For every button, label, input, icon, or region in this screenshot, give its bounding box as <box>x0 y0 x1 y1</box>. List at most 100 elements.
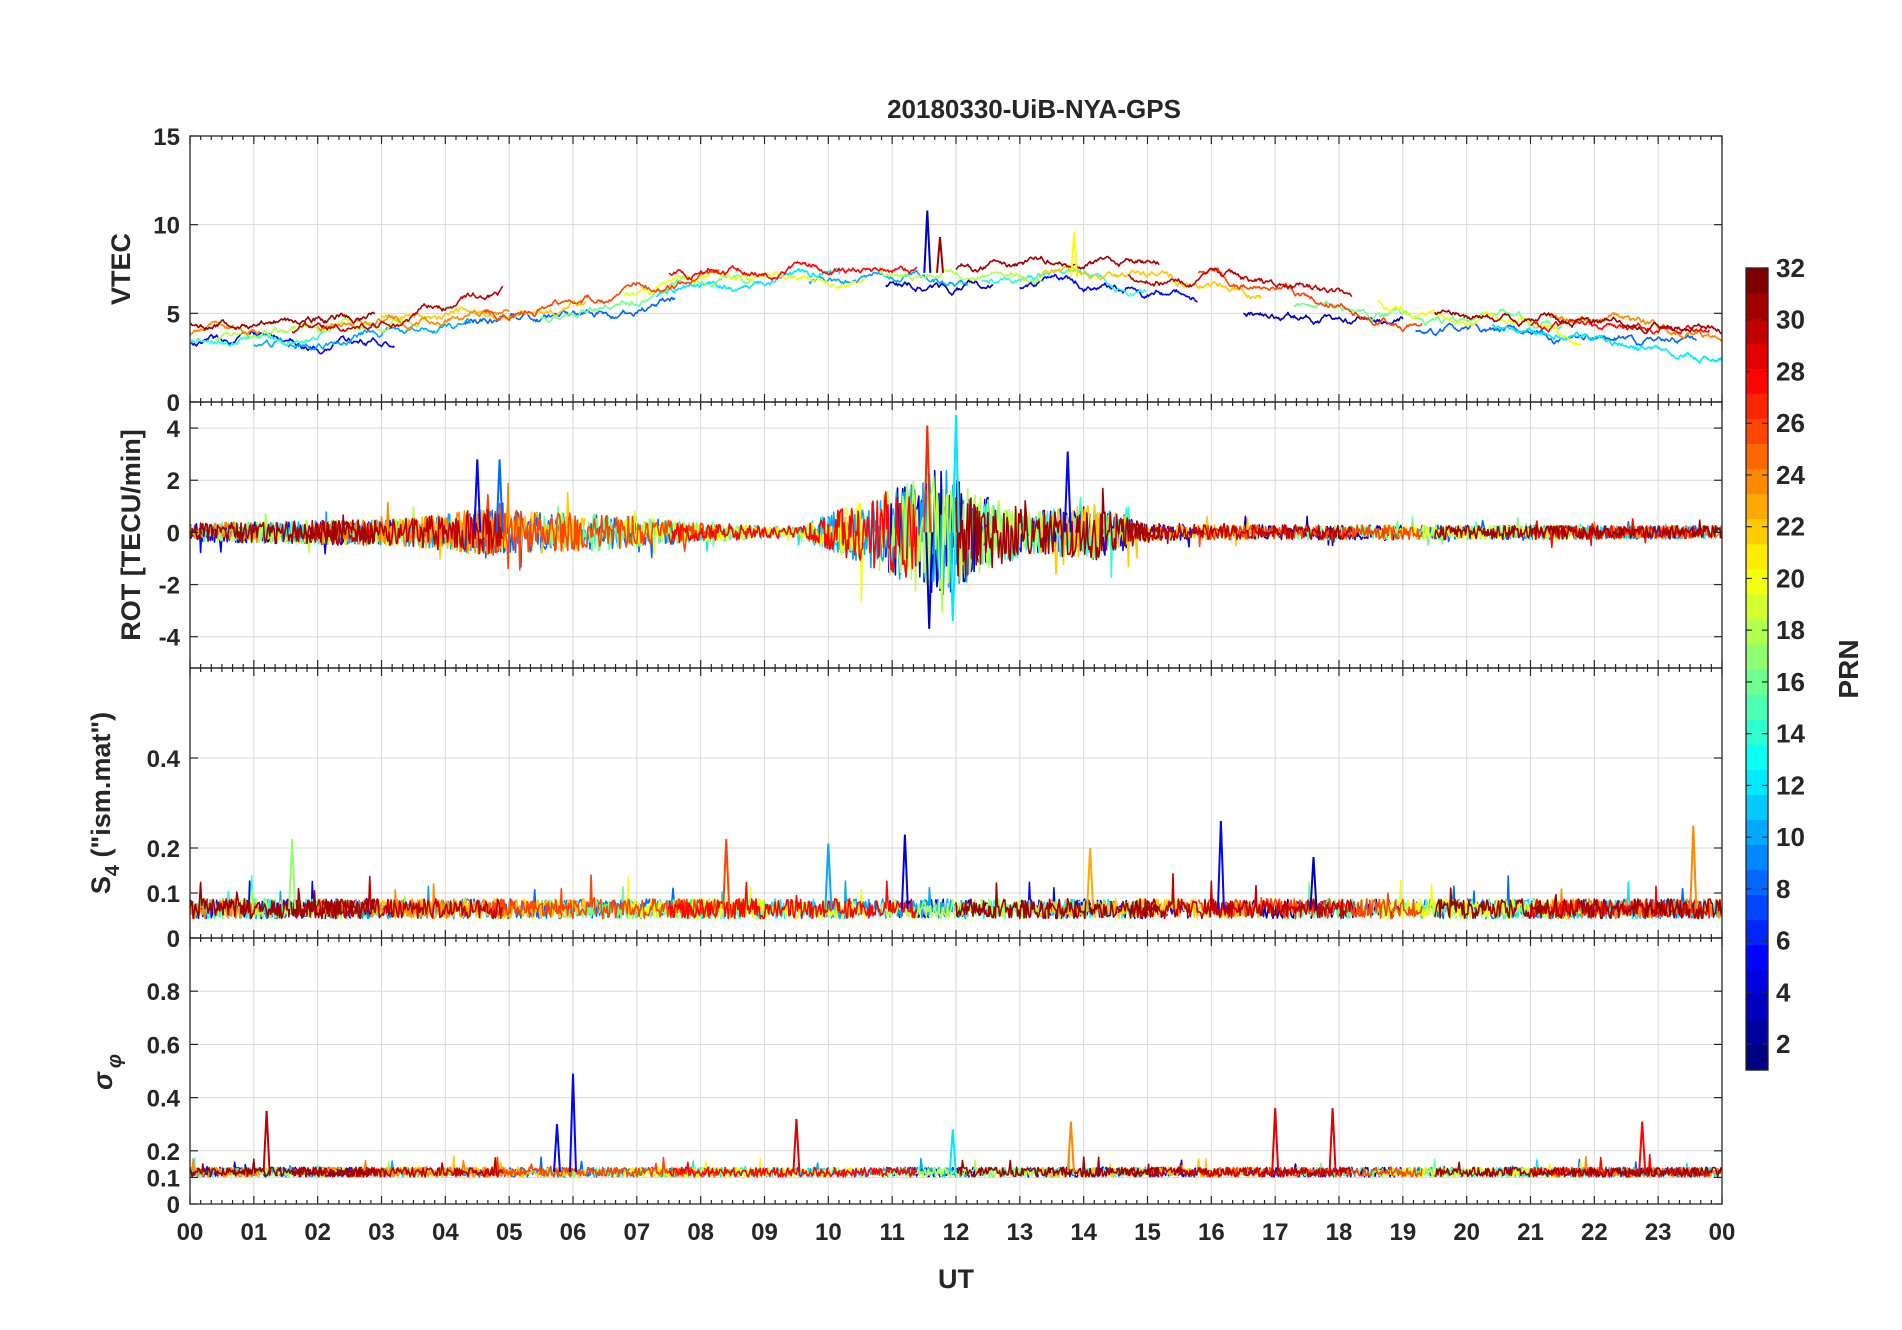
x-tick-label: 07 <box>623 1219 650 1246</box>
colorbar-swatch <box>1746 744 1768 770</box>
prn-3-trace <box>885 279 994 296</box>
colorbar-frame <box>1745 267 1769 1071</box>
colorbar-swatch <box>1746 518 1768 545</box>
y-tick-label: 5 <box>167 301 180 328</box>
colorbar-swatch <box>1746 1019 1768 1046</box>
y-tick-label: 0 <box>167 1192 180 1219</box>
colorbar-label: PRN <box>1833 639 1864 698</box>
s4-ylabel-main: S <box>86 876 116 894</box>
colorbar-swatches <box>1746 268 1768 1071</box>
colorbar-swatch <box>1746 418 1768 445</box>
y-tick-label: 0.2 <box>147 836 180 863</box>
y-tick-label: 15 <box>153 124 180 151</box>
x-tick-label: 09 <box>751 1219 778 1246</box>
s4-ylabel-sub: 4 <box>102 864 124 876</box>
prn-30-trace <box>1128 872 1353 920</box>
prn-31-trace <box>955 481 1160 578</box>
x-tick-label: 20 <box>1453 1219 1480 1246</box>
prn-30-trace <box>291 509 504 555</box>
spike-prn-3 <box>925 532 934 629</box>
spike-prn-28 <box>1638 1121 1647 1173</box>
prn-3-trace <box>1243 311 1404 326</box>
y-tick-label: 0.1 <box>147 881 180 908</box>
spike-prn-5 <box>553 1124 561 1173</box>
spike-prn-5 <box>1063 451 1072 533</box>
colorbar-swatch <box>1746 944 1768 971</box>
prn-31-trace <box>955 255 1160 273</box>
colorbar-tick-label: 10 <box>1776 822 1805 852</box>
x-tick-label: 17 <box>1262 1219 1289 1246</box>
prn-12-trace <box>1491 324 1723 364</box>
prn-28-trace <box>1530 318 1710 335</box>
y-tick-label: 0.6 <box>147 1032 180 1059</box>
x-tick-label: 08 <box>687 1219 714 1246</box>
sigma-phi-ticks <box>189 938 1723 1205</box>
y-tick-label: 2 <box>167 468 180 495</box>
colorbar-tick-label: 26 <box>1776 408 1805 438</box>
prn-24-trace <box>316 482 510 556</box>
x-tick-label: 05 <box>496 1219 523 1246</box>
spike-prn-17 <box>288 838 297 909</box>
y-tick-label: -2 <box>159 573 180 600</box>
sigma-phi-ytick-labels: 00.10.2 0.4 0.6 0.8 <box>147 979 181 1219</box>
y-tick-label: 0.1 <box>147 1165 180 1192</box>
rot-panel: -4 -2 0 2 4 ROT [TECU/min] <box>116 401 1723 669</box>
spike-prn-29 <box>1328 1108 1337 1173</box>
colorbar-swatch <box>1746 844 1768 871</box>
prn-10-trace <box>253 318 472 351</box>
sigma-phi-panel: 00.10.2 0.4 0.6 0.8 σφ <box>88 937 1723 1219</box>
colorbar-swatch <box>1746 694 1768 720</box>
colorbar-swatch <box>1746 618 1768 645</box>
chart-title: 20180330-UiB-NYA-GPS <box>887 94 1181 124</box>
vtec-ylabel: VTEC <box>106 233 136 305</box>
spike-prn-10 <box>824 843 833 909</box>
spike-prn-3 <box>1309 856 1318 909</box>
y-tick-label: 0 <box>167 390 180 417</box>
colorbar-swatch <box>1746 919 1768 946</box>
x-tick-label: 16 <box>1198 1219 1225 1246</box>
y-tick-label: 10 <box>153 213 180 240</box>
rot-traces <box>189 414 1723 629</box>
spike-prn-5 <box>473 459 482 533</box>
x-tick-label: 01 <box>240 1219 267 1246</box>
colorbar-swatch <box>1746 368 1768 394</box>
y-tick-label: 0 <box>167 520 180 547</box>
prn-8-trace <box>1415 321 1698 347</box>
colorbar-tick-label: 24 <box>1776 460 1805 490</box>
colorbar-swatch <box>1746 443 1768 470</box>
vtec-traces <box>189 210 1723 364</box>
sigma-phi-ylabel-sub: φ <box>104 1054 126 1068</box>
spike-prn-29 <box>792 1118 801 1173</box>
s4-ytick-labels: 0 0.1 0.2 0.4 <box>147 746 181 953</box>
prn-14-trace <box>189 331 325 348</box>
colorbar-swatch <box>1746 468 1768 495</box>
spike-prn-31 <box>936 237 944 273</box>
colorbar-swatch <box>1746 393 1768 419</box>
prn-18-trace <box>878 474 1046 613</box>
spike-prn-12 <box>948 1129 957 1173</box>
prn-24-trace <box>316 883 510 920</box>
prn-31-trace <box>955 882 1160 920</box>
prn-26-trace <box>482 1156 720 1178</box>
colorbar-tick-label: 22 <box>1776 512 1805 542</box>
colorbar-swatch <box>1746 293 1768 319</box>
x-tick-labels: 00 01 02 03 04 05 06 07 08 09 10 11 12 13 14 15 16 17 18 19… <box>177 1219 1736 1246</box>
y-tick-label: 0.8 <box>147 979 180 1006</box>
spike-prn-26 <box>722 838 731 909</box>
colorbar-tick-label: 20 <box>1776 563 1805 593</box>
colorbar-swatch <box>1746 669 1768 695</box>
colorbar-tick-label: 6 <box>1776 926 1790 956</box>
colorbar-swatch <box>1746 969 1768 996</box>
prn-24-trace <box>317 309 510 332</box>
x-tick-label: 06 <box>560 1219 587 1246</box>
vtec-panel: 0 5 10 15 VTEC <box>106 124 1723 417</box>
s4-grid <box>189 668 1723 939</box>
prn-10-trace <box>808 270 969 287</box>
colorbar-swatch <box>1746 994 1768 1021</box>
x-tick-label: 00 <box>177 1219 204 1246</box>
prn-31-trace <box>1434 309 1723 335</box>
colorbar-swatch <box>1746 493 1768 520</box>
y-tick-label: 4 <box>167 416 181 443</box>
